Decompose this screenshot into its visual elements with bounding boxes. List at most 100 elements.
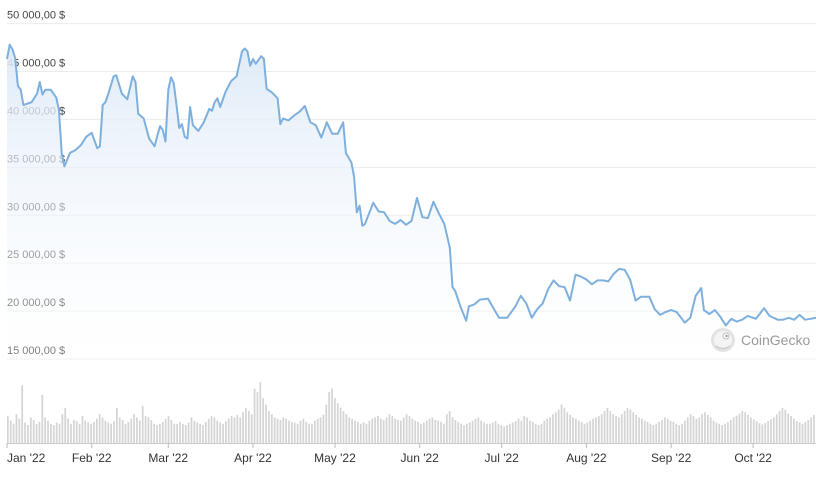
volume-bar	[176, 423, 178, 443]
volume-bar	[408, 416, 411, 443]
volume-bar	[431, 417, 434, 443]
volume-bar	[623, 411, 626, 443]
volume-bar	[379, 418, 382, 443]
volume-bar	[98, 414, 101, 443]
volume-bar	[618, 417, 620, 443]
x-tick-label: Apr '22	[234, 451, 272, 465]
volume-bar	[701, 414, 703, 443]
volume-bar	[457, 421, 460, 443]
volume-bar	[170, 420, 173, 443]
volume-bar	[583, 423, 586, 443]
volume-bar	[775, 414, 778, 443]
volume-bar	[795, 421, 798, 443]
volume-bar	[772, 417, 775, 443]
volume-bar	[425, 420, 428, 443]
volume-bar	[632, 412, 635, 443]
coingecko-watermark: CoinGecko	[711, 328, 810, 352]
volume-bar	[322, 414, 325, 443]
volume-bar	[706, 414, 709, 443]
volume-bar	[689, 414, 692, 443]
volume-bar	[230, 416, 233, 443]
volume-bar	[807, 420, 810, 443]
x-tick-label: Jan '22	[7, 451, 46, 465]
volume-bar	[597, 416, 600, 443]
volume-bar	[480, 420, 483, 443]
volume-bar	[397, 420, 399, 443]
volume-bar	[514, 421, 517, 443]
volume-bar	[454, 420, 457, 443]
volume-bar	[61, 414, 64, 443]
volume-bar	[362, 422, 365, 443]
volume-bar	[50, 423, 52, 443]
volume-bar	[385, 417, 388, 443]
volume-bar	[658, 421, 660, 443]
volume-bar	[216, 420, 219, 443]
volume-bar	[563, 407, 566, 443]
volume-bar	[738, 413, 741, 443]
volume-bar	[38, 421, 41, 443]
volume-bar	[164, 418, 167, 443]
volume-bar	[546, 418, 549, 443]
volume-bar	[575, 418, 577, 443]
volume-bar	[153, 423, 156, 443]
volume-bar	[299, 420, 302, 443]
y-tick-label: 45 000,00 $	[7, 58, 65, 70]
volume-bar	[144, 416, 147, 443]
volume-bar	[813, 414, 815, 443]
volume-bar	[29, 417, 32, 443]
volume-bar	[325, 404, 328, 443]
volume-bar	[655, 423, 658, 443]
volume-bar	[190, 417, 193, 443]
volume-bar	[159, 423, 161, 443]
volume-bar	[531, 421, 534, 443]
volume-bar	[638, 417, 640, 443]
volume-bar	[767, 421, 769, 443]
volume-bar	[646, 421, 649, 443]
volume-bar	[612, 414, 615, 443]
x-axis: Jan '22 Feb '22 Mar '22 Apr '22 May '22 Jun '…	[6, 443, 816, 465]
volume-bar	[417, 421, 419, 443]
volume-bar	[735, 415, 738, 443]
volume-bar	[351, 418, 353, 443]
volume-bar	[500, 425, 503, 443]
volume-bar	[7, 416, 9, 443]
volume-bar	[529, 420, 531, 443]
volume-bar	[566, 412, 569, 443]
volume-bar	[595, 417, 597, 443]
volume-bar	[491, 422, 494, 443]
volume-bar	[147, 417, 150, 443]
volume-bar	[345, 414, 348, 443]
volume-bar	[572, 417, 574, 443]
volume-bar	[273, 417, 276, 443]
volume-bar	[288, 420, 290, 443]
volume-bar	[58, 423, 61, 443]
volume-bar	[394, 418, 397, 443]
volume-bar	[770, 419, 772, 443]
volume-bar	[78, 423, 81, 443]
volume-bar	[552, 414, 554, 443]
volume-bar	[686, 417, 689, 443]
volume-bar	[752, 419, 755, 443]
x-tick-label: Mar '22	[148, 451, 188, 465]
volume-bar	[204, 421, 207, 443]
volume-bar	[18, 418, 21, 443]
volume-bar	[511, 422, 514, 443]
volume-bar	[179, 421, 181, 443]
volume-bar	[451, 417, 454, 443]
volume-bar	[592, 418, 594, 443]
volume-bar	[268, 411, 270, 443]
volume-bar	[308, 423, 310, 443]
volume-bar	[790, 416, 792, 443]
volume-bars	[7, 382, 815, 443]
volume-bar	[67, 418, 69, 443]
volume-bar	[471, 420, 474, 443]
volume-bar	[684, 420, 686, 443]
volume-bar	[669, 420, 672, 443]
volume-bar	[90, 423, 92, 443]
volume-bar	[130, 418, 133, 443]
volume-bar	[87, 422, 90, 443]
volume-bar	[672, 421, 675, 443]
volume-bar	[420, 423, 422, 443]
price-line	[6, 43, 816, 327]
